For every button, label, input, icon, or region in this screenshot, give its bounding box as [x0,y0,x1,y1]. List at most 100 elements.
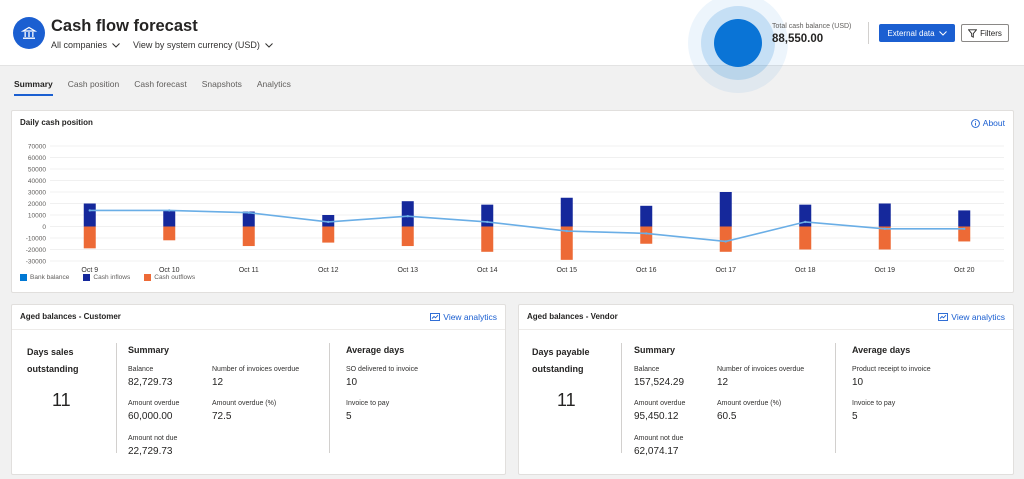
inflow-bar [640,205,653,227]
bank-balance-point [247,211,250,214]
dso-value: 11 [52,390,71,410]
x-tick-label: Oct 20 [954,267,975,274]
bank-balance-line [89,209,965,243]
view-analytics-label: View analytics [951,312,1005,322]
filters-button[interactable]: Filters [961,24,1009,42]
vendor-card-title: Aged balances - Vendor [527,312,618,321]
x-tick-label: Oct 9 [81,267,98,274]
chevron-down-icon [112,42,120,48]
daily-cash-position-card: Daily cash position About 70000 60000 5000… [11,110,1014,293]
bank-balance-point [804,220,807,224]
overdue-percent-label: Amount overdue (%) [212,400,277,407]
dpo-label-line1: Days payable [532,347,590,357]
y-tick-label: 0 [42,224,46,231]
currency-dropdown-label: View by system currency (USD) [133,40,260,50]
bank-balance-point [406,214,409,218]
legend-swatch [144,274,152,281]
legend-item-bank-balance: Bank balance [20,274,69,281]
amount-not-due-label: Amount not due [128,435,178,442]
y-tick-label: 60000 [28,155,46,162]
vendor-view-analytics-link[interactable]: View analytics [938,312,1005,322]
balance-value: 157,524.29 [634,377,685,388]
y-tick-label: -20000 [26,247,47,254]
inflow-bar [481,204,494,227]
inflow-bar [878,203,891,227]
daily-cash-position-title: Daily cash position [20,118,93,127]
company-dropdown-label: All companies [51,40,108,50]
outflow-bar [799,226,812,250]
card-divider [519,329,1013,330]
average-days-title: Average days [346,345,405,355]
dpo-label-line2: outstanding [532,364,584,374]
inflow-bar [242,211,255,227]
invoices-overdue-label: Number of invoices overdue [717,366,805,373]
app-icon [13,17,45,49]
tab-snapshots[interactable]: Snapshots [201,79,242,89]
avg-receipt-to-invoice-value: 10 [852,377,864,388]
legend-swatch [20,274,27,281]
x-tick-label: Oct 16 [636,267,657,274]
view-analytics-label: View analytics [443,312,497,322]
bank-balance-point [645,232,648,235]
dso-label-line1: Days sales [27,347,74,357]
overdue-percent-value: 72.5 [212,411,232,422]
currency-dropdown[interactable]: View by system currency (USD) [133,40,273,50]
y-tick-label: 20000 [28,201,46,208]
legend-label: Cash inflows [93,274,131,281]
filter-icon [968,28,978,38]
tab-analytics[interactable]: Analytics [256,79,291,89]
header-divider [868,22,869,44]
x-tick-label: Oct 15 [556,267,577,274]
info-icon [970,118,980,128]
x-tick-label: Oct 14 [477,267,498,274]
outflow-bar [83,226,96,249]
avg-receipt-to-invoice-label: Product receipt to invoice [852,366,931,373]
x-tick-label: Oct 19 [874,267,895,274]
legend-label: Cash outflows [154,274,196,281]
outflow-bar [640,226,653,244]
bank-balance-point [883,227,886,230]
avg-so-to-invoice-value: 10 [346,377,358,388]
external-data-button[interactable]: External data [879,24,955,42]
about-label: About [982,118,1005,128]
outflow-bar [481,226,494,252]
y-tick-label: 70000 [28,144,46,151]
avg-invoice-to-pay-label: Invoice to pay [346,400,390,407]
dpo-label: Days payable outstanding [532,344,590,378]
legend-item-cash-inflows: Cash inflows [83,274,130,281]
aged-balances-customer-card: Aged balances - Customer View analytics … [11,304,506,475]
invoices-overdue-value: 12 [212,377,224,388]
bank-balance-point [963,227,966,230]
inflow-bar [799,204,812,227]
column-divider [116,343,117,453]
customer-view-analytics-link[interactable]: View analytics [430,312,497,322]
amount-not-due-label: Amount not due [634,435,684,442]
tab-cash-forecast[interactable]: Cash forecast [134,79,187,89]
invoices-overdue-value: 12 [717,377,729,388]
external-data-label: External data [887,28,935,38]
x-tick-label: Oct 13 [397,267,418,274]
column-divider [621,343,622,453]
amount-overdue-value: 60,000.00 [128,411,173,422]
chevron-down-icon [938,30,947,36]
dpo-value: 11 [557,390,576,410]
legend-swatch [83,274,91,281]
tab-cash-position[interactable]: Cash position [67,79,120,89]
bank-balance-point [565,229,568,233]
tab-summary[interactable]: Summary [14,79,53,96]
y-tick-label: -10000 [26,236,47,243]
inflow-bar [719,192,732,227]
about-link[interactable]: About [970,118,1005,128]
chevron-down-icon [265,42,273,48]
bank-balance-point [168,209,171,212]
inflow-bar [560,197,573,227]
dso-label-line2: outstanding [27,364,79,374]
amount-not-due-value: 22,729.73 [128,446,173,457]
overdue-percent-value: 60.5 [717,411,737,422]
balance-value: 82,729.73 [128,377,173,388]
y-tick-label: 10000 [28,213,46,220]
column-divider [835,343,836,453]
company-dropdown[interactable]: All companies [51,40,120,50]
column-divider [329,343,330,453]
amount-not-due-value: 62,074.17 [634,446,679,457]
